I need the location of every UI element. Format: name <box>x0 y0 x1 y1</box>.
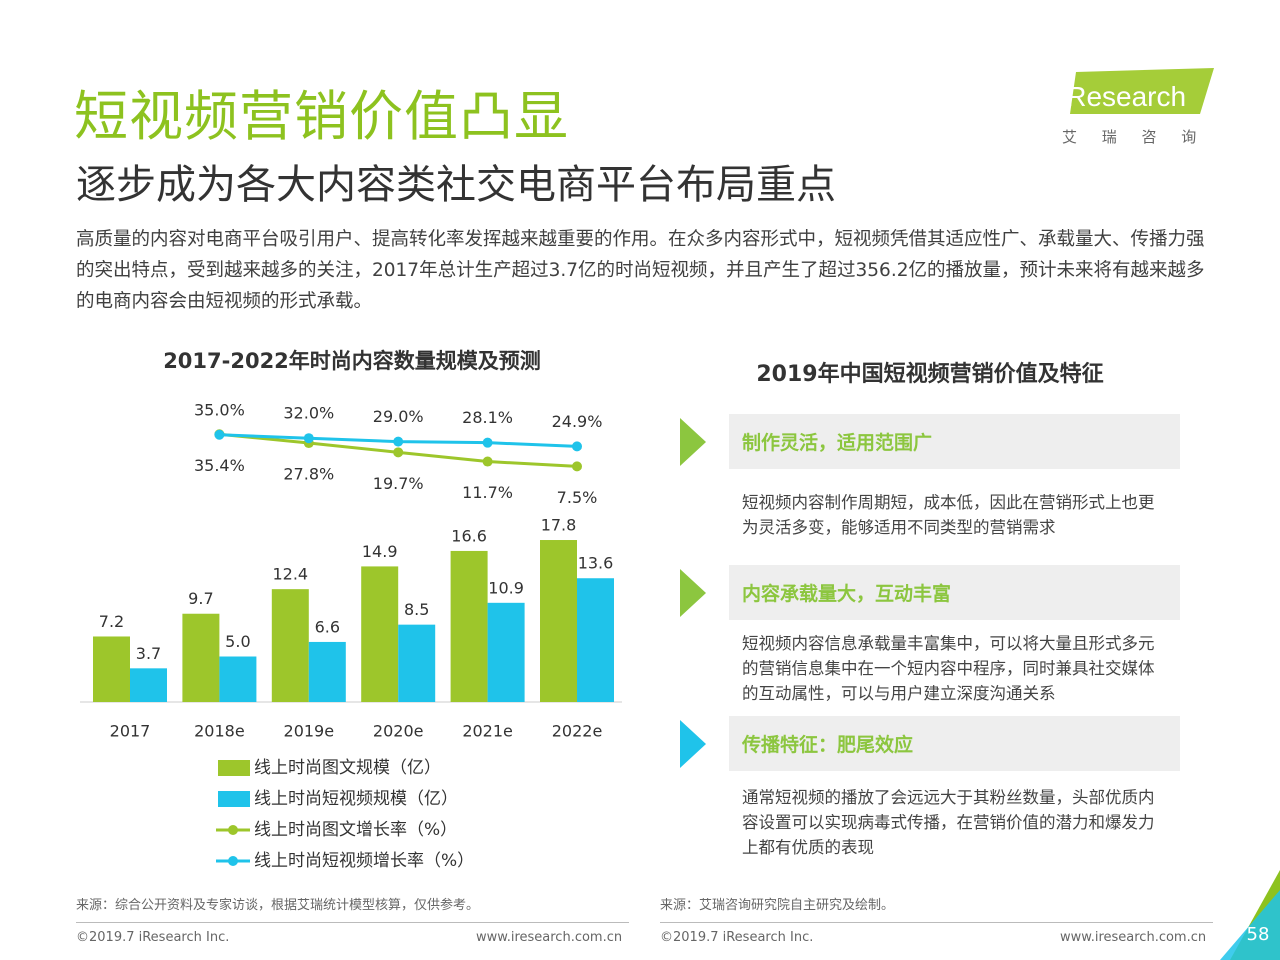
corner-shape <box>1220 890 1280 960</box>
feature-heading: 内容承载量大，互动丰富 <box>729 565 1180 620</box>
bar <box>182 613 220 702</box>
logo: iResearch 艾 瑞 咨 询 <box>1060 68 1214 146</box>
subtitle: 逐步成为各大内容类社交电商平台布局重点 <box>76 162 836 208</box>
logo-brand: iResearch <box>1060 81 1186 112</box>
source: 来源：综合公开资料及专家访谈，根据艾瑞统计模型核算，仅供参考。 <box>76 898 480 913</box>
legend-label: 线上时尚短视频规模（亿） <box>254 789 458 809</box>
data-label: 29.0% <box>373 407 424 426</box>
x-tick-label: 2021e <box>462 722 513 741</box>
point <box>572 441 582 452</box>
point <box>393 436 404 447</box>
x-tick-label: 2017 <box>110 722 151 741</box>
logo-shape <box>1070 68 1214 114</box>
intro-text: 高质量的内容对电商平台吸引用户、提高转化率发挥越来越重要的作用。在众多内容形式中… <box>76 229 1205 312</box>
website: www.iresearch.com.cn <box>1060 930 1207 945</box>
data-label: 35.4% <box>194 456 245 475</box>
legend-swatch <box>228 825 238 835</box>
point <box>572 461 582 472</box>
data-label: 12.4 <box>272 565 308 584</box>
heading-text: 内容承载量大，互动丰富 <box>742 583 952 605</box>
feature-text: 短视频内容制作周期短，成本低，因此在营销形式上也更为灵活多变，能够适用不同类型的… <box>742 493 1155 537</box>
point <box>303 433 314 444</box>
data-label: 16.6 <box>451 526 487 545</box>
data-label: 27.8% <box>283 465 334 484</box>
arrow <box>680 569 706 617</box>
arrows <box>680 418 706 768</box>
data-label: 3.7 <box>136 644 161 663</box>
bar <box>93 636 130 702</box>
bar <box>577 578 614 702</box>
bar <box>540 540 577 702</box>
feature-text: 通常短视频的播放了会远远大于其粉丝数量，头部优质内容设置可以实现病毒式传播，在营… <box>742 788 1155 857</box>
data-label: 10.9 <box>488 578 524 597</box>
page-number: 58 <box>1247 924 1270 945</box>
copyright: ©2019.7 iResearch Inc. <box>76 930 230 945</box>
arrow <box>680 418 706 466</box>
x-tick-label: 2019e <box>284 722 335 741</box>
heading-text: 传播特征：肥尾效应 <box>742 734 914 756</box>
data-label: 19.7% <box>373 474 424 493</box>
rule <box>76 922 629 923</box>
chart-title: 2017-2022年时尚内容数量规模及预测 <box>163 349 541 373</box>
bar <box>398 624 436 702</box>
x-tick-label: 2018e <box>194 722 245 741</box>
website: www.iresearch.com.cn <box>476 930 623 945</box>
data-label: 11.7% <box>462 483 513 502</box>
data-label: 24.9% <box>552 412 603 431</box>
data-label: 8.5 <box>404 600 429 619</box>
legend-label: 线上时尚图文规模（亿） <box>254 758 441 778</box>
data-label: 7.5% <box>557 488 598 507</box>
data-label: 6.6 <box>315 617 340 636</box>
data-label: 9.7 <box>188 589 213 608</box>
source: 来源：艾瑞咨询研究院自主研究及绘制。 <box>660 898 895 913</box>
bar <box>487 602 525 702</box>
heading-text: 制作灵活，适用范围广 <box>742 432 933 454</box>
feature-text: 短视频内容信息承载量丰富集中，可以将大量且形式多元的营销信息集中在一个短内容中程… <box>742 634 1155 703</box>
feature-heading: 制作灵活，适用范围广 <box>729 414 1180 469</box>
bar <box>271 589 309 702</box>
bar <box>361 566 399 702</box>
legend-swatch <box>228 856 238 866</box>
x-tick-label: 2022e <box>552 722 603 741</box>
point <box>393 447 404 458</box>
legend-swatch <box>218 791 250 807</box>
legend-swatch <box>218 760 250 776</box>
panel-title: 2019年中国短视频营销价值及特征 <box>756 362 1104 387</box>
bar <box>308 641 346 702</box>
chart: 2017-2022年时尚内容数量规模及预测 2017 2018e 2019e 2020e… <box>80 349 622 871</box>
rule <box>660 922 1213 923</box>
copyright: ©2019.7 iResearch Inc. <box>660 930 814 945</box>
corner: 58 <box>1220 870 1280 960</box>
data-label: 28.1% <box>462 408 513 427</box>
point <box>482 437 493 448</box>
data-label: 17.8 <box>541 516 577 535</box>
point <box>482 456 493 467</box>
arrow <box>680 720 706 768</box>
data-label: 32.0% <box>283 404 334 423</box>
legend-label: 线上时尚短视频增长率（%） <box>254 851 474 871</box>
x-tick-label: 2020e <box>373 722 424 741</box>
feature-heading: 传播特征：肥尾效应 <box>729 716 1180 771</box>
legend-label: 线上时尚图文增长率（%） <box>254 820 457 840</box>
data-label: 35.0% <box>194 400 245 419</box>
data-label: 14.9 <box>362 542 398 561</box>
data-label: 5.0 <box>225 632 250 651</box>
bar <box>450 550 488 702</box>
title: 短视频营销价值凸显 <box>74 85 569 148</box>
data-label: 13.6 <box>578 554 614 573</box>
data-label: 7.2 <box>99 612 124 631</box>
bar <box>219 656 257 702</box>
point <box>214 429 225 440</box>
logo-tagline: 艾 瑞 咨 询 <box>1062 128 1206 146</box>
bar <box>130 668 167 702</box>
